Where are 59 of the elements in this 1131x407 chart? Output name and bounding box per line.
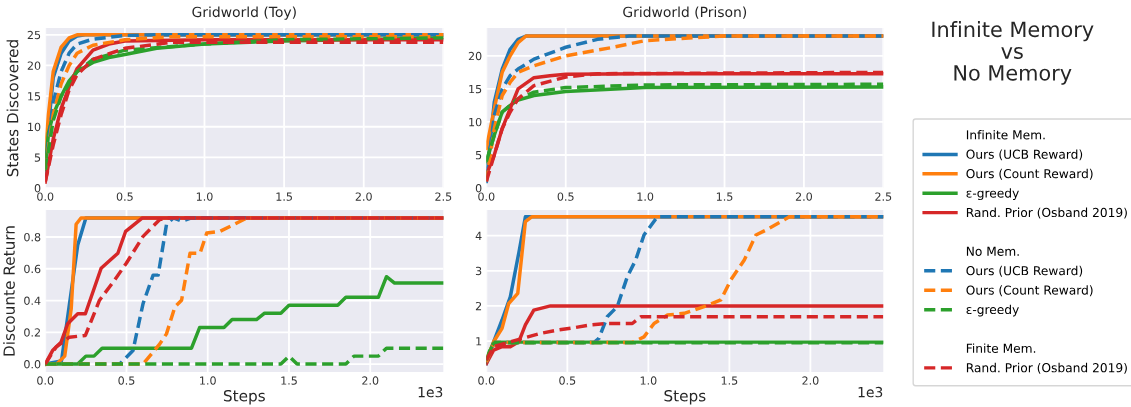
x-tick-label: 2.0 [802, 376, 819, 385]
chart-title: Gridworld (Toy) [192, 6, 296, 20]
x-axis-title: Steps [664, 389, 706, 405]
y-tick-label: 5 [34, 153, 41, 162]
text: Finite Mem. [966, 343, 1036, 353]
y-tick-label: 25 [27, 30, 41, 40]
y-tick-label: 0.6 [24, 264, 41, 274]
legend-label: Rand. Prior (Osband 2019) [966, 207, 1127, 219]
x-tick-label: 2.0 [355, 192, 372, 201]
x-tick-label: 1.5 [721, 376, 738, 385]
y-tick-label: 10 [28, 122, 41, 132]
legend-label: Ours (Count Reward) [966, 285, 1093, 297]
y-tick-label: 15 [469, 85, 482, 94]
legend-label: ε-greedy [966, 304, 1019, 317]
y-tick-label: 0 [475, 184, 482, 193]
y-tick-label: 20 [468, 51, 482, 61]
x-tick-label: 0.5 [118, 376, 135, 385]
y-tick-label: 1 [476, 337, 482, 346]
y-tick-label: 0.8 [24, 232, 41, 242]
legend-label: Ours (Count Reward) [966, 168, 1093, 180]
y-tick-label: 0.0 [24, 360, 41, 369]
y-tick-label: 0.4 [24, 296, 41, 305]
y-tick-label: 4 [475, 231, 482, 240]
y-tick-label: 20 [27, 61, 41, 70]
line-series [486, 304, 884, 366]
text: Infinite Memory vs No Memory [932, 21, 1094, 85]
text: Infinite Mem. [966, 129, 1045, 140]
text: No Mem. [966, 246, 1019, 256]
x-tick-label: 2.0 [795, 192, 813, 201]
y-tick-label: 3 [475, 266, 482, 276]
y-tick-label: 15 [28, 92, 41, 101]
legend-label: ε-greedy [966, 188, 1019, 201]
x-tick-label: 1.0 [200, 376, 216, 385]
x-tick-label: 1.5 [276, 192, 292, 201]
text: 1e3 [858, 386, 883, 398]
text: 1e3 [418, 386, 443, 398]
y-tick-label: 2 [475, 301, 482, 311]
x-tick-label: 1.5 [716, 192, 733, 201]
chart-title: Gridworld (Prison) [623, 6, 747, 19]
legend-label: Rand. Prior (Osband 2019) [966, 362, 1127, 374]
y-tick-label: 10 [469, 117, 482, 127]
x-tick-label: 1.0 [637, 192, 654, 201]
x-tick-label: 1.0 [196, 192, 213, 201]
x-tick-label: 1.0 [640, 376, 657, 385]
legend-label: Ours (UCB Reward) [966, 265, 1083, 277]
y-axis-title: Discounte Return [3, 226, 15, 356]
y-tick-label: 0 [34, 184, 41, 193]
y-tick-label: 0.2 [24, 328, 40, 337]
y-tick-label: 5 [475, 151, 482, 160]
legend-label: Ours (UCB Reward) [966, 149, 1083, 161]
x-tick-label: 0.5 [559, 376, 576, 385]
y-axis-title: States Discovered [6, 40, 19, 177]
x-tick-label: 1.5 [281, 376, 297, 385]
x-tick-label: 2.5 [435, 192, 452, 201]
x-tick-label: 2.5 [875, 192, 892, 201]
x-tick-label: 2.0 [362, 376, 379, 385]
x-tick-label: 0.5 [116, 192, 133, 201]
x-axis-title: Steps [223, 389, 265, 405]
x-tick-label: 0.5 [557, 192, 574, 201]
